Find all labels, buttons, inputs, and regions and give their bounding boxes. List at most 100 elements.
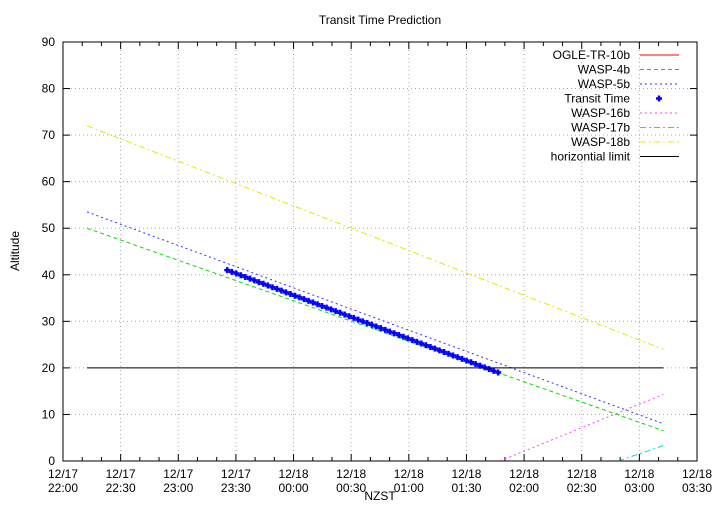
legend-label-wasp-18b: WASP-18b [571, 135, 630, 149]
y-tick-label: 20 [42, 361, 56, 375]
transit-marker [233, 270, 240, 277]
transit-marker [346, 313, 353, 320]
transit-marker [413, 338, 420, 345]
x-tick-date: 12/18 [567, 467, 597, 481]
series-line-wasp-18b [86, 125, 664, 350]
transit-marker [287, 291, 294, 298]
y-axis-label: Altitude [8, 231, 22, 271]
x-tick-date: 12/17 [48, 467, 78, 481]
x-tick-time: 23:30 [221, 481, 251, 495]
x-tick-time: 02:00 [509, 481, 539, 495]
x-axis-label: NZST [364, 489, 396, 503]
transit-marker [319, 302, 326, 309]
y-axis-ticks: 0 10 20 30 40 50 60 70 80 90 [42, 35, 697, 468]
transit-marker [440, 349, 447, 356]
legend-label-wasp-4b: WASP-4b [578, 63, 631, 77]
transit-marker [310, 299, 317, 306]
x-tick-date: 12/17 [163, 467, 193, 481]
transit-marker [337, 309, 344, 316]
x-tick-time: 02:30 [567, 481, 597, 495]
x-tick-date: 12/18 [509, 467, 539, 481]
plot-frame [62, 41, 698, 462]
y-tick-label: 70 [42, 128, 56, 142]
transit-marker [282, 289, 289, 296]
series-line-wasp-16b [499, 393, 664, 462]
x-tick-time: 22:00 [48, 481, 78, 495]
transit-marker [404, 335, 411, 342]
transit-marker [224, 267, 231, 274]
y-tick-label: 40 [42, 268, 56, 282]
transit-marker [495, 369, 502, 376]
transit-marker [301, 296, 308, 303]
legend-label-wasp-17b: WASP-17b [571, 121, 630, 135]
x-tick-time: 01:00 [394, 481, 424, 495]
transit-marker [237, 272, 244, 279]
y-tick-label: 50 [42, 221, 56, 235]
y-tick-label: 30 [42, 314, 56, 328]
transit-marker [486, 366, 493, 373]
x-tick-time: 03:30 [682, 481, 712, 495]
x-tick-date: 12/17 [106, 467, 136, 481]
transit-marker [355, 316, 362, 323]
transit-marker [472, 361, 479, 368]
y-tick-label: 0 [48, 454, 55, 468]
transit-marker [427, 343, 434, 350]
transit-marker [269, 284, 276, 291]
x-tick-time: 01:30 [451, 481, 481, 495]
x-tick-date: 12/18 [682, 467, 712, 481]
transit-marker [377, 325, 384, 332]
y-tick-label: 10 [42, 407, 56, 421]
transit-marker [332, 308, 339, 315]
transit-marker [454, 354, 461, 361]
transit-marker [409, 337, 416, 344]
transit-marker [328, 306, 335, 313]
x-axis-ticks: 12/1722:0012/1722:3012/1723:0012/1723:30… [48, 42, 712, 495]
chart-title: Transit Time Prediction [319, 13, 441, 27]
transit-marker [459, 355, 466, 362]
x-tick-time: 22:30 [106, 481, 136, 495]
x-tick-date: 12/18 [624, 467, 654, 481]
transit-marker [278, 287, 285, 294]
transit-marker [242, 273, 249, 280]
legend-label-wasp-5b: WASP-5b [578, 77, 631, 91]
y-tick-label: 80 [42, 82, 56, 96]
transit-marker [255, 279, 262, 286]
transit-marker [422, 342, 429, 349]
y-tick-label: 90 [42, 35, 56, 49]
transit-marker [395, 331, 402, 338]
transit-marker [251, 277, 258, 284]
x-tick-date: 12/18 [394, 467, 424, 481]
transit-marker [305, 297, 312, 304]
transit-marker [314, 301, 321, 308]
transit-marker [418, 340, 425, 347]
x-tick-time: 03:00 [624, 481, 654, 495]
series-line-wasp-4b [86, 227, 664, 432]
transit-marker [368, 321, 375, 328]
plot-series [86, 125, 664, 462]
transit-marker [228, 268, 235, 275]
transit-marker [436, 347, 443, 354]
legend-swatch-transit-time [656, 95, 662, 102]
transit-marker [490, 367, 497, 374]
x-tick-date: 12/17 [221, 467, 251, 481]
series-line-wasp-17b [618, 445, 664, 462]
x-tick-time: 00:30 [336, 481, 366, 495]
transit-marker [463, 357, 470, 364]
x-tick-date: 12/18 [336, 467, 366, 481]
transit-marker [350, 314, 357, 321]
x-tick-date: 12/18 [451, 467, 481, 481]
x-tick-date: 12/18 [279, 467, 309, 481]
x-tick-time: 23:00 [163, 481, 193, 495]
transit-marker [391, 330, 398, 337]
transit-marker [364, 320, 371, 327]
transit-marker [341, 311, 348, 318]
transit-marker [296, 294, 303, 301]
legend-label-horizontial-limit: horizontial limit [551, 150, 631, 164]
y-tick-label: 60 [42, 175, 56, 189]
transit-marker [260, 280, 267, 287]
legend-label-ogle-tr-10b: OGLE-TR-10b [553, 48, 631, 62]
transit-marker [264, 282, 271, 289]
